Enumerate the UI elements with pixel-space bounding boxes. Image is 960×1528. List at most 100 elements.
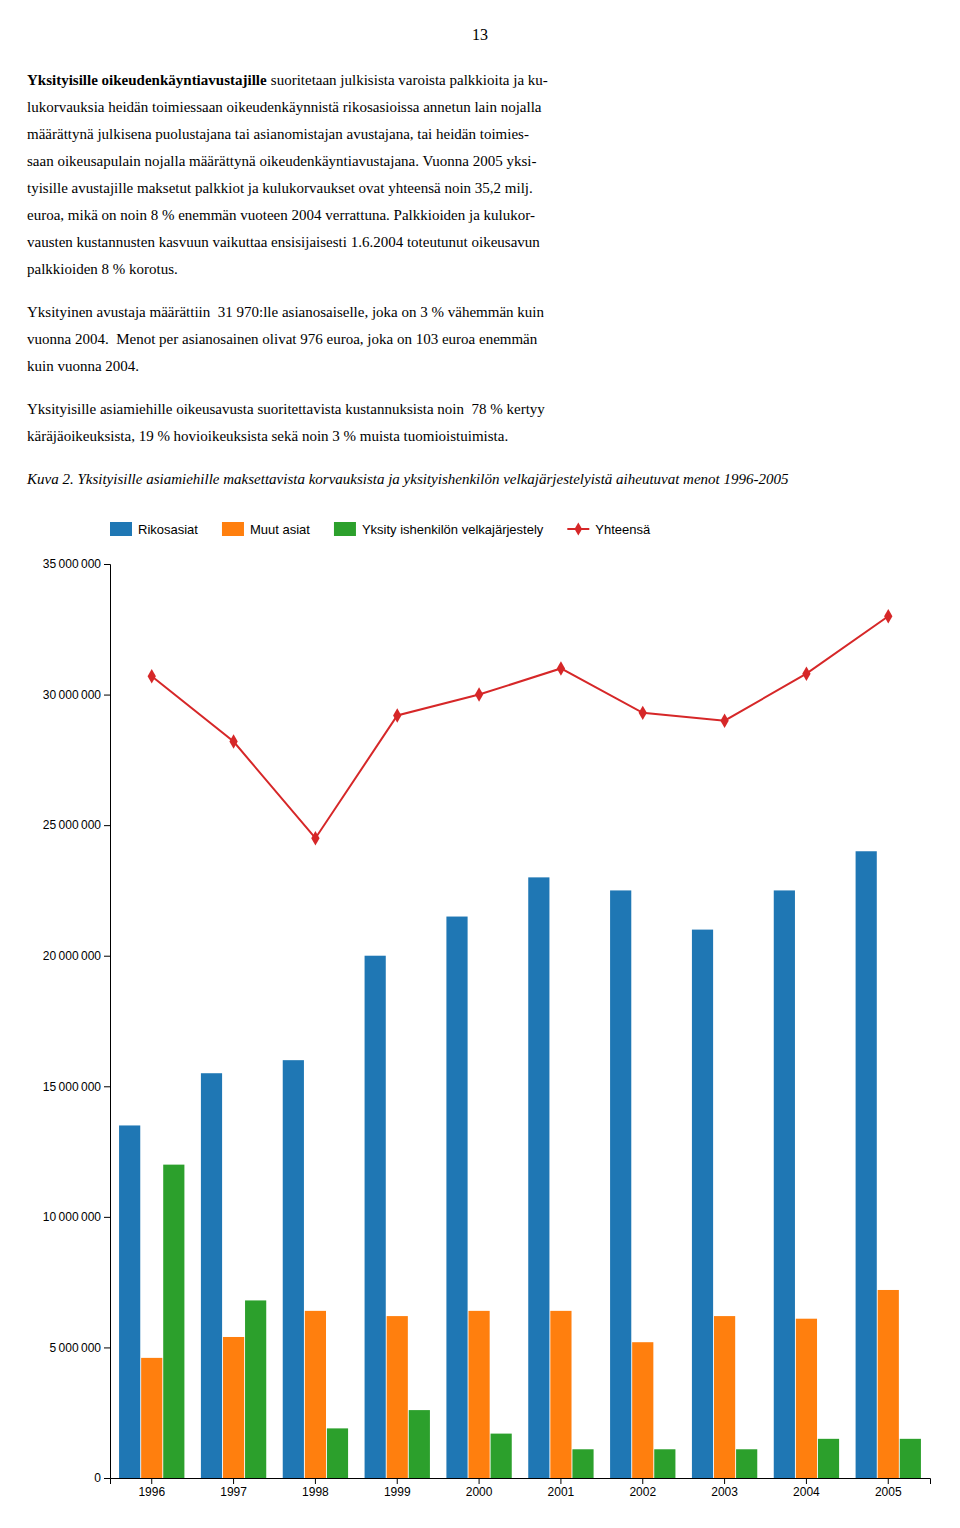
y-tick-label: 15 000 000 <box>43 1080 102 1094</box>
y-tick-mark <box>104 956 110 957</box>
line-marker <box>802 666 810 680</box>
bar <box>632 1342 653 1478</box>
paragraph-line: euroa, mikä on noin 8 % enemmän vuoteen … <box>27 207 535 223</box>
legend-label: Rikosasiat <box>138 522 198 537</box>
y-tick-label: 0 <box>94 1471 101 1485</box>
x-tick: 2001 <box>548 1478 575 1499</box>
bar <box>714 1316 735 1478</box>
bar <box>305 1311 326 1478</box>
paragraph-line: saan oikeusapulain nojalla määrättynä oi… <box>27 153 537 169</box>
chart-title-line: Kuva 2. Yksityisille asiamiehille makset… <box>26 471 789 487</box>
bar <box>201 1073 222 1478</box>
bar <box>610 890 631 1478</box>
x-tick-label: 2002 <box>629 1485 656 1499</box>
legend-label: Yksity ishenkilön velkajärjestely <box>362 522 544 537</box>
x-tick-mark <box>806 1478 807 1484</box>
y-tick-label: 25 000 000 <box>43 818 102 832</box>
x-tick-label: 1999 <box>384 1485 411 1499</box>
line-marker <box>148 669 156 683</box>
paragraph-line: Yksityinen avustaja määrättiin 31 970:ll… <box>27 304 544 320</box>
bar <box>283 1060 304 1478</box>
marks <box>119 609 921 1478</box>
paragraph-line: suoritetaan julkisista varoista palkkioi… <box>271 72 548 88</box>
y-tick: 0 <box>94 1471 110 1485</box>
bar <box>654 1449 675 1478</box>
x-axis: 1996199719981999200020012002200320042005 <box>111 1478 931 1499</box>
x-tick-mark <box>888 1478 889 1484</box>
bar <box>163 1165 184 1478</box>
x-tick-mark <box>397 1478 398 1484</box>
bar <box>141 1358 162 1478</box>
y-tick-mark <box>104 564 110 565</box>
y-tick: 35 000 000 <box>43 557 110 571</box>
bar <box>736 1449 757 1478</box>
x-tick: 1996 <box>138 1478 165 1499</box>
bar <box>550 1311 571 1478</box>
legend-swatch <box>110 522 132 536</box>
x-tick: 2004 <box>793 1478 820 1499</box>
y-tick-label: 5 000 000 <box>49 1341 101 1355</box>
x-tick: 2000 <box>466 1478 493 1499</box>
y-tick: 10 000 000 <box>43 1210 110 1224</box>
bar <box>491 1434 512 1478</box>
paragraph-line: käräjäoikeuksista, 19 % hovioikeuksista … <box>27 428 508 444</box>
legend: Rikosasiat Muut asiat Yksity ishenkilön ve… <box>110 522 651 537</box>
bar-series <box>163 1165 921 1478</box>
bar <box>245 1300 266 1478</box>
bar <box>365 956 386 1478</box>
paragraph-line: vausten kustannusten kasvuun vaikuttaa e… <box>27 234 540 250</box>
chart-title: Kuva 2. Yksityisille asiamiehille makset… <box>26 471 789 487</box>
y-tick-label: 30 000 000 <box>43 688 102 702</box>
line-marker <box>229 734 237 748</box>
bar <box>856 851 877 1478</box>
line <box>152 616 889 838</box>
line-marker <box>720 713 728 727</box>
bar <box>223 1337 244 1478</box>
x-tick-label: 1997 <box>220 1485 247 1499</box>
y-axis: 0 5 000 000 10 000 000 15 000 000 20 000 000… <box>43 557 111 1485</box>
paragraph-line: kuin vuonna 2004. <box>27 358 139 374</box>
x-tick-mark <box>560 1478 561 1484</box>
y-tick-mark <box>104 1086 110 1087</box>
line-marker <box>393 708 401 722</box>
axis-line <box>111 1479 931 1485</box>
bar <box>878 1290 899 1478</box>
line-series <box>148 609 893 845</box>
bar <box>774 890 795 1478</box>
x-tick-label: 2000 <box>466 1485 493 1499</box>
x-tick-mark <box>151 1478 152 1484</box>
bar <box>119 1125 140 1478</box>
x-tick: 1998 <box>302 1478 329 1499</box>
y-tick: 15 000 000 <box>43 1080 110 1094</box>
bar <box>409 1410 430 1478</box>
x-tick: 2005 <box>875 1478 902 1499</box>
bar <box>900 1439 921 1478</box>
x-tick-label: 1998 <box>302 1485 329 1499</box>
bar <box>327 1428 348 1478</box>
x-tick-mark <box>479 1478 480 1484</box>
x-tick: 1999 <box>384 1478 411 1499</box>
y-tick: 25 000 000 <box>43 818 110 832</box>
paragraph-line: lukorvauksia heidän toimiessaan oikeuden… <box>27 99 542 115</box>
legend-item: Rikosasiat <box>110 522 198 537</box>
y-tick: 5 000 000 <box>49 1341 110 1355</box>
paragraph-line: palkkioiden 8 % korotus. <box>27 261 178 277</box>
legend-item: Muut asiat <box>222 522 310 537</box>
x-tick-mark <box>315 1478 316 1484</box>
bar <box>692 930 713 1478</box>
page-number: 13 <box>472 26 488 43</box>
legend-swatch <box>334 522 356 536</box>
y-tick-mark <box>104 695 110 696</box>
line-marker <box>557 661 565 675</box>
y-tick-label: 20 000 000 <box>43 949 102 963</box>
bar <box>818 1439 839 1478</box>
paragraph-line: määrättynä julkisena puolustajana tai as… <box>27 126 529 142</box>
x-tick-mark <box>642 1478 643 1484</box>
legend-item: Yhteensä <box>567 522 651 537</box>
axis-line <box>104 565 111 1479</box>
bar <box>468 1311 489 1478</box>
legend-marker <box>575 522 583 535</box>
legend-item: Yksity ishenkilön velkajärjestely <box>334 522 544 537</box>
legend-label: Yhteensä <box>595 522 651 537</box>
paragraph-lead: Yksityisille oikeudenkäyntiavustajille <box>27 72 267 88</box>
